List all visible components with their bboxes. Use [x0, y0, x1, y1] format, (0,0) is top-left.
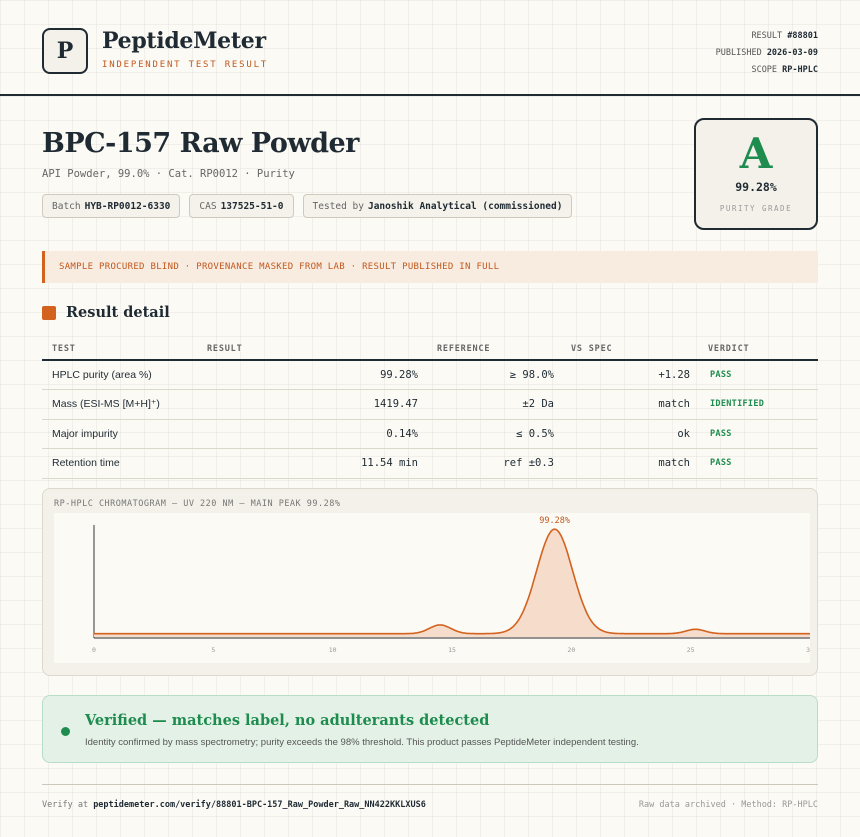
cell-reference: ≥ 98.0%: [418, 360, 554, 390]
chromatogram-trace: [94, 528, 810, 635]
plot-background: [54, 513, 810, 663]
x-tick-label: 5: [211, 646, 215, 654]
section-marker-icon: [42, 305, 56, 320]
table-row: Retention time 11.54 min ref ±0.3 match …: [42, 448, 818, 479]
x-tick-label: 15: [448, 646, 456, 654]
cell-verdict: PASS: [690, 448, 818, 479]
verify-link[interactable]: Verify at peptidemeter.com/verify/88801-…: [42, 800, 426, 810]
cell-verdict: IDENTIFIED: [690, 389, 818, 420]
verified-title: Verified — matches label, no adulterants…: [85, 712, 490, 729]
cell-vs-spec: match: [554, 448, 690, 479]
x-tick-label: 20: [567, 646, 575, 654]
results-table: TEST RESULT REFERENCE VS SPEC VERDICT HP…: [42, 338, 818, 479]
cell-result: 11.54 min: [207, 448, 418, 479]
chromatogram-plot: 99.28% 0 5 10 15 20 25 30: [54, 513, 810, 663]
verified-text: Identity confirmed by mass spectrometry;…: [85, 737, 639, 748]
brand-tagline: INDEPENDENT TEST RESULT: [102, 60, 269, 70]
grade-value: 99.28%: [735, 180, 777, 194]
cas-chip: CAS 137525-51-0: [189, 194, 294, 218]
table-header-row: TEST RESULT REFERENCE VS SPEC VERDICT: [42, 338, 818, 361]
col-verdict: VERDICT: [690, 338, 818, 361]
meta-scope: SCOPE RP-HPLC: [751, 65, 818, 75]
x-tick-label: 0: [92, 646, 96, 654]
product-chips: Batch HYB-RP0012-6330 CAS 137525-51-0 Test…: [42, 194, 573, 218]
result-meta: RESULT #88801 PUBLISHED 2026-03-09 SCOPE…: [716, 28, 818, 79]
product-title: BPC-157 Raw Powder: [42, 128, 359, 159]
result-detail-heading: Result detail: [42, 304, 170, 321]
blind-sample-notice: SAMPLE PROCURED BLIND · PROVENANCE MASKE…: [42, 251, 818, 283]
cell-vs-spec: match: [554, 389, 690, 420]
brand-name: PeptideMeter: [102, 28, 266, 54]
table-row: Mass (ESI-MS [M+H]⁺) 1419.47 ±2 Da match…: [42, 389, 818, 420]
cell-test: Mass (ESI-MS [M+H]⁺): [42, 389, 207, 420]
cell-test: Retention time: [42, 448, 207, 479]
batch-chip: Batch HYB-RP0012-6330: [42, 194, 181, 218]
cell-vs-spec: +1.28: [554, 360, 690, 390]
report-header: P PeptideMeter INDEPENDENT TEST RESULT R…: [0, 0, 860, 96]
chromatogram-title: RP-HPLC CHROMATOGRAM — UV 220 NM — MAIN …: [54, 499, 341, 509]
table-row: HPLC purity (area %) 99.28% ≥ 98.0% +1.2…: [42, 360, 818, 390]
cell-result: 0.14%: [207, 419, 418, 449]
x-tick-label: 30: [806, 646, 810, 654]
col-result: RESULT: [207, 338, 418, 361]
cell-vs-spec: ok: [554, 419, 690, 449]
meta-published: PUBLISHED 2026-03-09: [715, 48, 818, 58]
cell-result: 99.28%: [207, 360, 418, 390]
cell-test: HPLC purity (area %): [42, 360, 207, 390]
purity-grade-card: A 99.28% PURITY GRADE: [694, 118, 818, 230]
verified-banner: Verified — matches label, no adulterants…: [42, 695, 818, 763]
meta-result: RESULT #88801: [751, 31, 818, 41]
grade-label: PURITY GRADE: [719, 204, 793, 213]
section-title: Result detail: [66, 304, 170, 321]
verified-status-icon: [61, 727, 70, 736]
x-tick-label: 10: [329, 646, 337, 654]
table-row: Major impurity 0.14% ≤ 0.5% ok PASS: [42, 419, 818, 449]
col-test: TEST: [42, 338, 207, 361]
cell-verdict: PASS: [690, 360, 818, 390]
main-peak-label: 99.28%: [539, 516, 570, 526]
brand-logo: P: [42, 28, 88, 74]
grade-letter: A: [739, 129, 773, 178]
cell-reference: ≤ 0.5%: [418, 419, 554, 449]
tested-by-chip: Tested by Janoshik Analytical (commission…: [302, 194, 573, 218]
footer-divider: [42, 784, 818, 785]
cell-verdict: PASS: [690, 419, 818, 449]
col-reference: REFERENCE: [418, 338, 554, 361]
product-subtitle: API Powder, 99.0% · Cat. RP0012 · Purity: [42, 168, 295, 180]
footer-method-note: Raw data archived · Method: RP-HPLC: [638, 800, 818, 810]
chromatogram-panel: RP-HPLC CHROMATOGRAM — UV 220 NM — MAIN …: [42, 488, 818, 676]
cell-test: Major impurity: [42, 419, 207, 449]
cell-reference: ±2 Da: [418, 389, 554, 420]
x-tick-label: 25: [687, 646, 695, 654]
cell-result: 1419.47: [207, 389, 418, 420]
cell-reference: ref ±0.3: [418, 448, 554, 479]
col-vs-spec: VS SPEC: [554, 338, 690, 361]
